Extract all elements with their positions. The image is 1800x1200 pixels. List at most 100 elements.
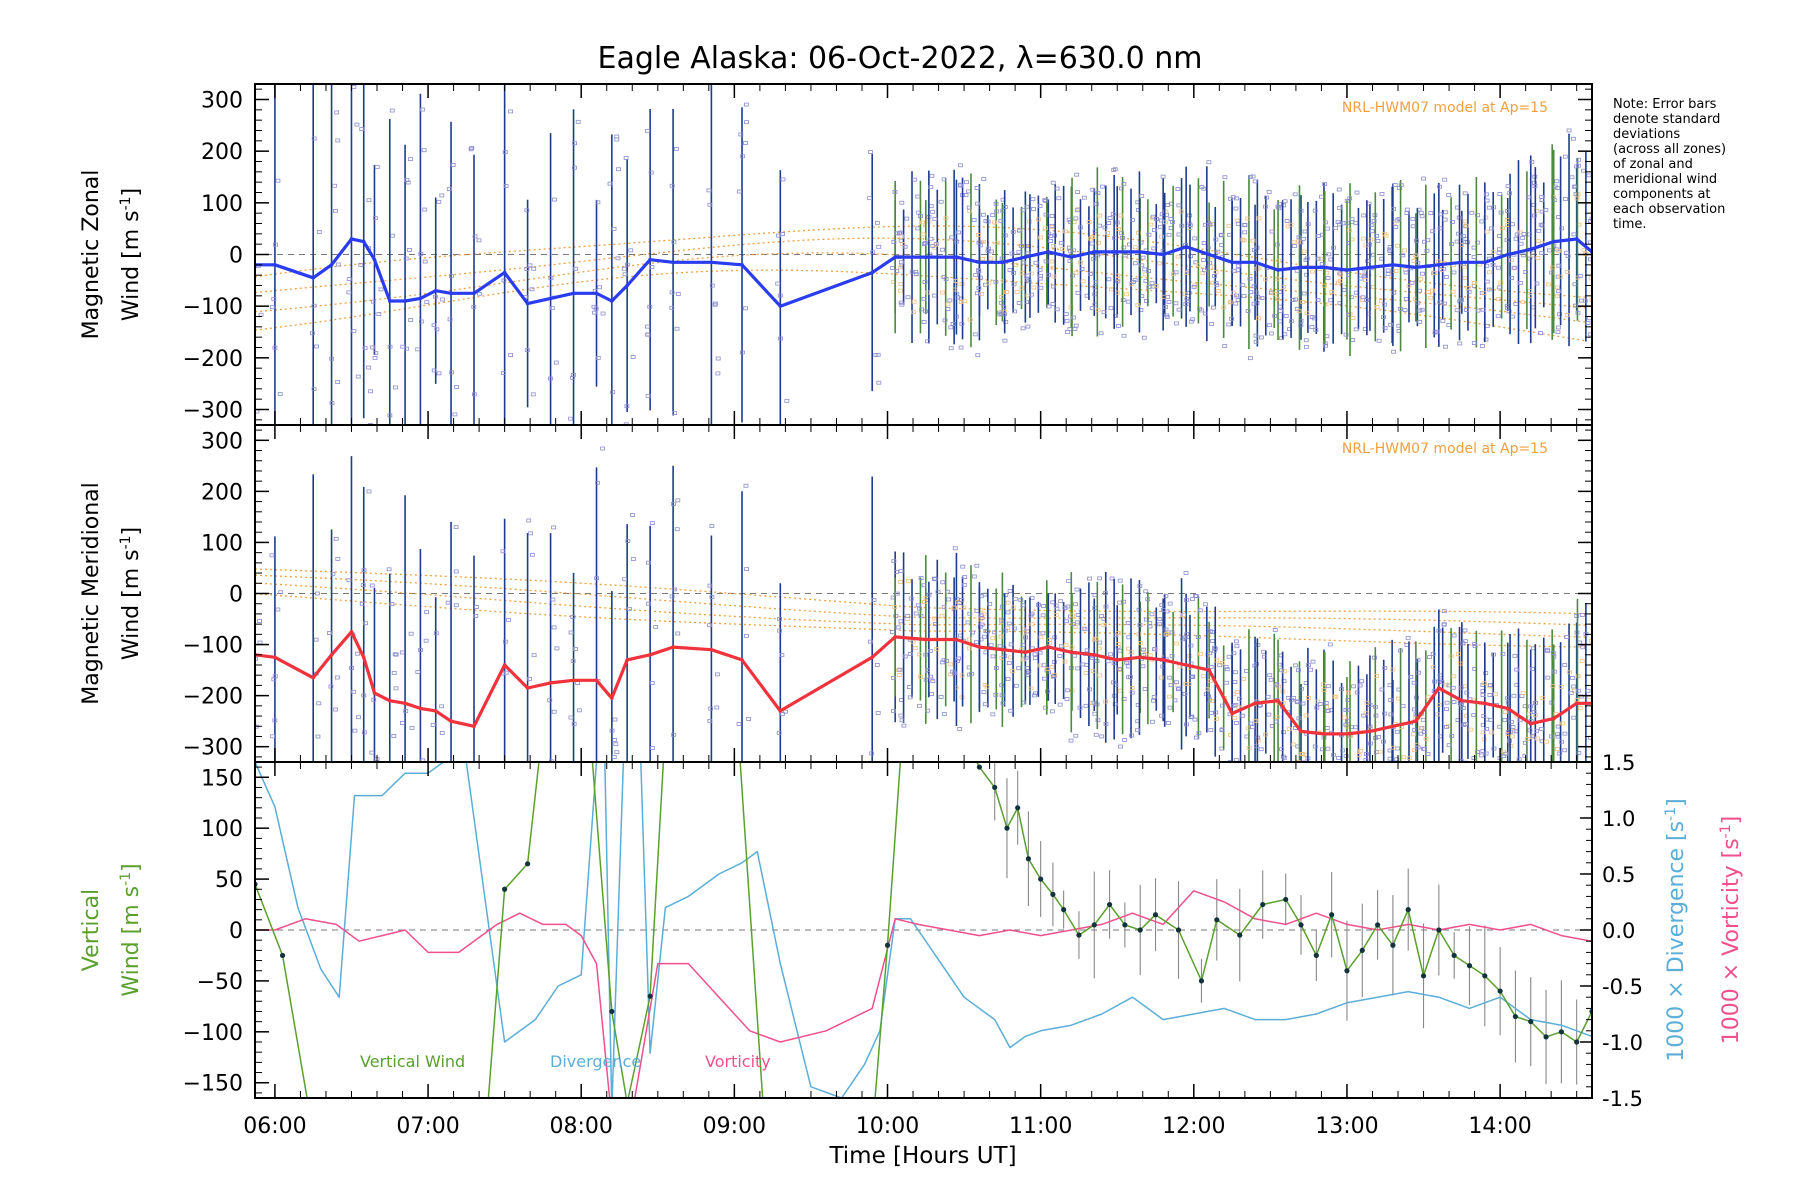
scatter-point xyxy=(1125,621,1131,625)
meridional-wind-point xyxy=(349,629,354,634)
vertical-wind-point xyxy=(448,1182,453,1187)
scatter-point xyxy=(959,598,965,602)
scatter-point xyxy=(649,521,655,525)
scatter-point xyxy=(548,276,554,280)
scatter-point xyxy=(1254,662,1259,666)
model-scatter xyxy=(990,636,996,641)
scatter-point xyxy=(1125,664,1131,669)
scatter-point xyxy=(1382,302,1388,307)
scatter-point xyxy=(1080,662,1086,667)
model-scatter xyxy=(1178,209,1184,214)
scatter-point xyxy=(905,295,911,300)
scatter-point xyxy=(1418,210,1424,215)
scatter-point xyxy=(1400,253,1406,258)
scatter-point xyxy=(1388,322,1393,327)
scatter-point xyxy=(1011,282,1017,287)
model-scatter xyxy=(1564,270,1570,274)
scatter-point xyxy=(1002,233,1008,238)
scatter-point xyxy=(1277,290,1283,295)
model-scatter xyxy=(1097,213,1103,218)
scatter-point xyxy=(1400,704,1406,709)
scatter-point xyxy=(1129,218,1135,223)
scatter-point xyxy=(1119,186,1124,191)
vertical-wind-point xyxy=(1329,912,1335,918)
zonal-wind-point xyxy=(548,296,553,301)
scatter-point xyxy=(1512,265,1518,270)
scatter-point xyxy=(709,283,715,288)
scatter-point xyxy=(1184,722,1189,727)
model-scatter xyxy=(1221,305,1227,310)
scatter-point xyxy=(277,392,283,396)
scatter-point xyxy=(1543,208,1549,212)
y-tick-label: 0 xyxy=(229,244,243,269)
scatter-point xyxy=(1585,688,1591,693)
scatter-point xyxy=(332,183,337,188)
model-scatter xyxy=(1214,658,1219,663)
scatter-point xyxy=(450,163,456,167)
scatter-point xyxy=(1471,341,1477,345)
scatter-point xyxy=(612,717,618,722)
scatter-point xyxy=(420,107,425,112)
scatter-point xyxy=(1545,649,1551,654)
scatter-point xyxy=(1464,308,1470,312)
scatter-point xyxy=(1534,281,1540,286)
model-scatter xyxy=(1406,283,1412,288)
vertical-wind-point xyxy=(1025,856,1032,862)
scatter-point xyxy=(1585,321,1591,325)
scatter-point xyxy=(868,150,873,154)
zonal-wind-point xyxy=(1230,260,1234,265)
scatter-point xyxy=(1050,180,1056,185)
model-scatter xyxy=(1043,226,1048,231)
zonal-wind-point xyxy=(418,296,423,301)
scatter-point xyxy=(1387,247,1393,252)
scatter-point xyxy=(366,489,372,494)
scatter-point xyxy=(1458,685,1464,690)
scatter-point xyxy=(330,571,336,576)
scatter-point xyxy=(440,297,445,302)
scatter-point xyxy=(1484,279,1490,284)
scatter-point xyxy=(1242,223,1248,228)
scatter-point xyxy=(945,589,951,594)
scatter-point xyxy=(897,667,903,672)
scatter-point xyxy=(997,644,1003,649)
scatter-point xyxy=(385,488,389,491)
scatter-point xyxy=(1420,271,1425,276)
scatter-point xyxy=(985,219,991,224)
scatter-point xyxy=(969,671,975,676)
scatter-point xyxy=(1417,308,1423,313)
scatter-point xyxy=(251,73,255,76)
scatter-point xyxy=(316,230,322,234)
scatter-point xyxy=(1392,183,1398,187)
meridional-wind-point xyxy=(1069,650,1074,655)
scatter-point xyxy=(546,467,550,470)
meridional-wind-point xyxy=(548,681,553,685)
scatter-point xyxy=(941,605,947,610)
scatter-point xyxy=(1236,771,1240,774)
scatter-point xyxy=(570,615,576,619)
model-scatter xyxy=(1281,284,1286,289)
model-scatter xyxy=(912,646,918,650)
scatter-point xyxy=(1253,744,1259,748)
scatter-point xyxy=(897,230,903,235)
scatter-point xyxy=(1132,261,1138,266)
scatter-point xyxy=(967,611,973,616)
zonal-wind-point xyxy=(472,291,476,296)
model-scatter xyxy=(1363,711,1369,716)
scatter-point xyxy=(780,444,784,447)
scatter-point xyxy=(575,681,581,685)
model-scatter xyxy=(1510,734,1515,739)
scatter-point xyxy=(627,776,631,779)
scatter-point xyxy=(254,66,258,69)
scatter-point xyxy=(607,466,611,469)
vertical-wind-point xyxy=(1050,891,1056,897)
scatter-point xyxy=(257,640,263,645)
scatter-point xyxy=(669,594,675,599)
scatter-point xyxy=(1197,608,1203,613)
model-scatter xyxy=(986,280,992,285)
scatter-point xyxy=(361,568,367,573)
model-scatter xyxy=(1450,289,1456,294)
scatter-point xyxy=(1472,644,1478,648)
scatter-point xyxy=(1097,640,1103,645)
scatter-point xyxy=(1018,598,1024,602)
divergence-line xyxy=(255,762,1592,1098)
